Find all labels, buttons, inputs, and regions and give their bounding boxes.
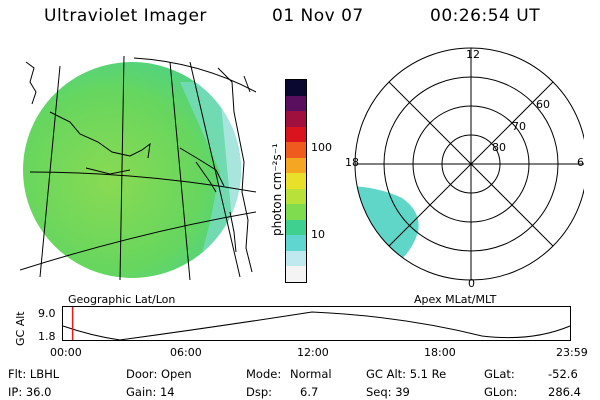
mlt-label-12: 12: [466, 48, 480, 61]
mlt-label-0: 0: [468, 277, 475, 290]
dsp-value: 6.7: [300, 385, 319, 399]
left-panel-caption: Geographic Lat/Lon: [68, 293, 176, 306]
coastlines: [25, 61, 253, 273]
polar-auroral-patch: [355, 186, 419, 270]
time-tick-1800: 18:00: [424, 346, 456, 359]
glat-label: GLat:: [484, 367, 515, 381]
colorbar-band-1: [286, 250, 306, 267]
colorbar-tick-100: 100: [311, 141, 332, 154]
altitude-strip-plot: [62, 306, 571, 341]
time-tick-0600: 06:00: [170, 346, 202, 359]
colorbar-band-10: [286, 111, 306, 127]
polar-grid: [354, 47, 584, 281]
colorbar-band-3: [286, 219, 306, 236]
filter-info: Flt: LBHL: [8, 367, 60, 381]
glon-value: 286.4: [548, 385, 581, 399]
colorbar-unit-label: photon cm⁻²s⁻¹: [270, 143, 284, 236]
time-tick-2359: 23:59: [556, 346, 588, 359]
mode-value: Normal: [290, 367, 332, 381]
time-tick-0000: 00:00: [50, 346, 82, 359]
altitude-axis-label: GC Alt: [14, 311, 27, 346]
altitude-curve: [62, 311, 571, 341]
app-title: Ultraviolet Imager: [44, 6, 207, 26]
mlt-label-18: 18: [345, 156, 359, 169]
colorbar-band-9: [286, 126, 306, 143]
colorbar-band-12: [286, 80, 306, 96]
glat-value: -52.6: [548, 367, 578, 381]
door-info: Door: Open: [126, 367, 192, 381]
colorbar-band-7: [286, 157, 306, 174]
altitude-tick-low: 1.8: [38, 330, 56, 343]
colorbar: [285, 79, 307, 283]
auroral-disk: [23, 62, 241, 278]
geographic-image-panel: [20, 55, 256, 280]
altitude-tick-high: 9.0: [38, 307, 56, 320]
mode-label: Mode:: [246, 367, 282, 381]
glon-label: GLon:: [484, 385, 518, 399]
polar-plot: [354, 47, 584, 281]
lat-label-70: 70: [512, 120, 526, 133]
polar-plot-caption: Apex MLat/MLT: [414, 293, 497, 306]
header-time: 00:26:54 UT: [430, 6, 541, 26]
sequence-info: Seq: 39: [366, 385, 410, 399]
dsp-label: Dsp:: [246, 385, 273, 399]
lat-label-60: 60: [536, 98, 550, 111]
ip-info: IP: 36.0: [8, 385, 52, 399]
lat-label-80: 80: [492, 141, 506, 154]
colorbar-band-4: [286, 204, 306, 220]
colorbar-band-2: [286, 235, 306, 251]
time-tick-1200: 12:00: [297, 346, 329, 359]
mlt-label-6: 6: [577, 156, 584, 169]
colorbar-tick-10: 10: [311, 228, 325, 241]
colorbar-band-6: [286, 173, 306, 189]
gain-info: Gain: 14: [126, 385, 175, 399]
header-date: 01 Nov 07: [272, 6, 364, 26]
colorbar-band-8: [286, 142, 306, 158]
colorbar-band-0: [286, 266, 306, 282]
lat-lon-grid: [20, 55, 256, 280]
gc-altitude-info: GC Alt: 5.1 Re: [366, 367, 447, 381]
colorbar-band-11: [286, 95, 306, 112]
colorbar-band-5: [286, 188, 306, 205]
